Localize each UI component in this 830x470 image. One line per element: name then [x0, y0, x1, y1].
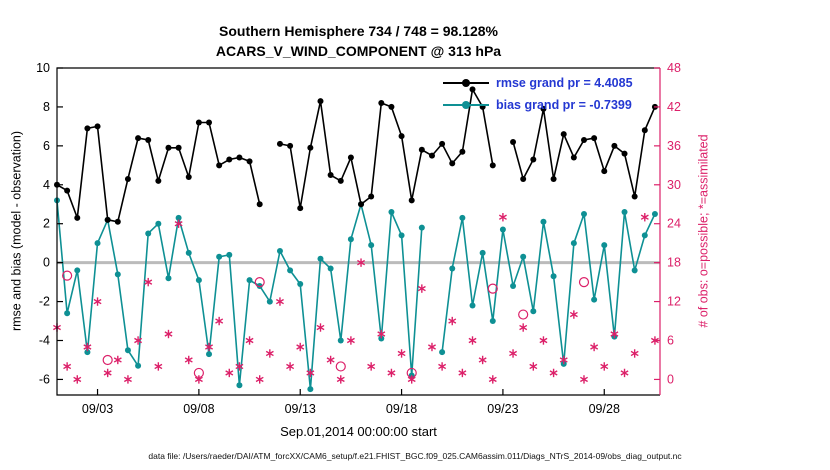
svg-text:30: 30 [667, 178, 681, 192]
svg-text:0: 0 [43, 256, 50, 270]
data-file-caption: data file: /Users/raeder/DAI/ATM_forcXX/… [148, 451, 682, 461]
legend-bias-label: bias grand pr = -0.7399 [496, 98, 632, 112]
obs-count-series [53, 213, 659, 384]
svg-text:-2: -2 [39, 295, 50, 309]
legend: rmse grand pr = 4.4085 bias grand pr = -… [443, 72, 633, 116]
legend-row-bias: bias grand pr = -0.7399 [443, 94, 633, 116]
svg-text:8: 8 [43, 100, 50, 114]
svg-text:6: 6 [43, 139, 50, 153]
svg-text:09/08: 09/08 [183, 402, 214, 416]
bias-dot-swatch [462, 101, 470, 109]
svg-text:09/13: 09/13 [285, 402, 316, 416]
svg-text:-6: -6 [39, 372, 50, 386]
svg-text:36: 36 [667, 139, 681, 153]
svg-text:12: 12 [667, 295, 681, 309]
svg-text:09/03: 09/03 [82, 402, 113, 416]
rmse-series [54, 86, 658, 225]
plot-title-variable: ACARS_V_WIND_COMPONENT @ 313 hPa [215, 43, 502, 59]
x-axis-label: Sep.01,2014 00:00:00 start [280, 424, 437, 439]
svg-text:09/18: 09/18 [386, 402, 417, 416]
svg-text:48: 48 [667, 61, 681, 75]
svg-text:2: 2 [43, 217, 50, 231]
left-axis-label: rmse and bias (model - observation) [9, 130, 24, 332]
bias-series [54, 197, 658, 393]
svg-text:24: 24 [667, 217, 681, 231]
svg-text:09/23: 09/23 [487, 402, 518, 416]
legend-rmse-line-sample [443, 77, 489, 89]
svg-text:42: 42 [667, 100, 681, 114]
svg-text:4: 4 [43, 178, 50, 192]
svg-text:09/28: 09/28 [589, 402, 620, 416]
legend-bias-line-sample [443, 99, 489, 111]
svg-text:18: 18 [667, 256, 681, 270]
svg-text:10: 10 [36, 61, 50, 75]
plot-title-region: Southern Hemisphere 734 / 748 = 98.128% [219, 23, 498, 39]
legend-row-rmse: rmse grand pr = 4.4085 [443, 72, 633, 94]
rmse-dot-swatch [462, 79, 470, 87]
right-axis-label: # of obs: o=possible; *=assimilated [696, 134, 711, 328]
svg-text:0: 0 [667, 372, 674, 386]
legend-rmse-label: rmse grand pr = 4.4085 [496, 76, 633, 90]
svg-text:-4: -4 [39, 334, 50, 348]
svg-text:6: 6 [667, 334, 674, 348]
